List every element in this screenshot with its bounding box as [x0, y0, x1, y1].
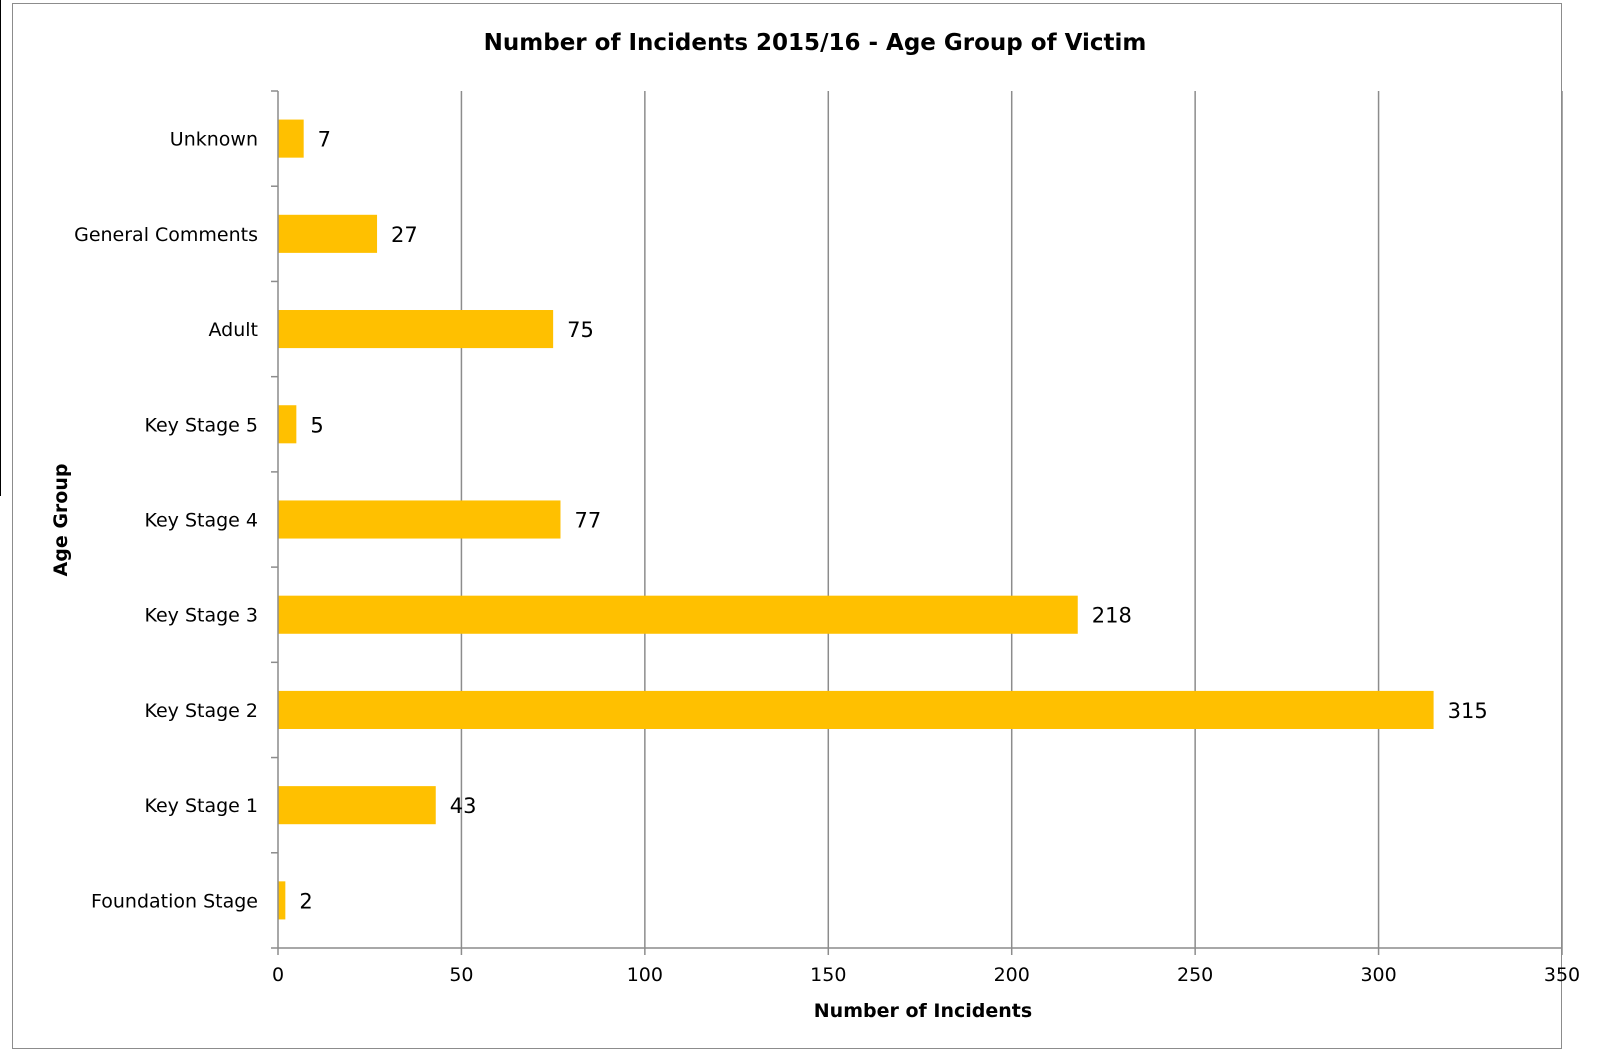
bar-key-stage-3 [278, 595, 1078, 634]
y-category-label: Key Stage 2 [144, 700, 258, 722]
data-label: 27 [391, 223, 418, 247]
y-category-label: General Comments [74, 224, 258, 246]
data-label: 5 [310, 413, 323, 437]
data-label: 43 [450, 794, 477, 818]
data-label: 77 [574, 509, 601, 533]
x-tick-label: 50 [449, 964, 473, 986]
x-tick-label: 100 [627, 964, 663, 986]
data-label: 7 [318, 128, 331, 152]
bar-general-comments [278, 214, 378, 253]
y-category-label: Key Stage 5 [144, 414, 258, 436]
data-label: 75 [567, 318, 594, 342]
x-tick-label: 250 [1177, 964, 1213, 986]
chart-title: Number of Incidents 2015/16 - Age Group … [484, 30, 1147, 56]
data-label: 218 [1092, 604, 1132, 628]
y-category-label: Key Stage 1 [144, 795, 258, 817]
chart-frame [12, 3, 1562, 1049]
y-category-label: Key Stage 3 [144, 605, 258, 627]
bar-key-stage-4 [278, 500, 561, 539]
x-tick-label: 350 [1544, 964, 1580, 986]
left-edge-line [0, 0, 1, 496]
bar-adult [278, 310, 554, 349]
x-tick-label: 300 [1360, 964, 1396, 986]
x-tick-label: 150 [810, 964, 846, 986]
data-label: 2 [299, 889, 312, 913]
x-tick-label: 0 [272, 964, 284, 986]
y-category-label: Unknown [170, 129, 258, 151]
bars [278, 119, 1434, 920]
bar-key-stage-1 [278, 786, 436, 825]
bar-key-stage-2 [278, 690, 1434, 729]
y-category-label: Foundation Stage [91, 890, 258, 912]
bar-unknown [278, 119, 304, 158]
data-label: 315 [1448, 699, 1488, 723]
y-category-label: Key Stage 4 [144, 510, 258, 532]
y-axis-title: Age Group [50, 464, 72, 577]
y-category-label: Adult [209, 319, 259, 341]
axes [271, 90, 1563, 955]
x-axis-title: Number of Incidents [814, 1000, 1032, 1022]
grid-lines [460, 91, 1563, 948]
bar-foundation-stage [278, 881, 286, 920]
labels: 0 50 100 150 200 250 300 350 Foundation Stage 2 Ke… [74, 128, 1580, 986]
bar-key-stage-5 [278, 405, 297, 444]
x-tick-label: 200 [994, 964, 1030, 986]
